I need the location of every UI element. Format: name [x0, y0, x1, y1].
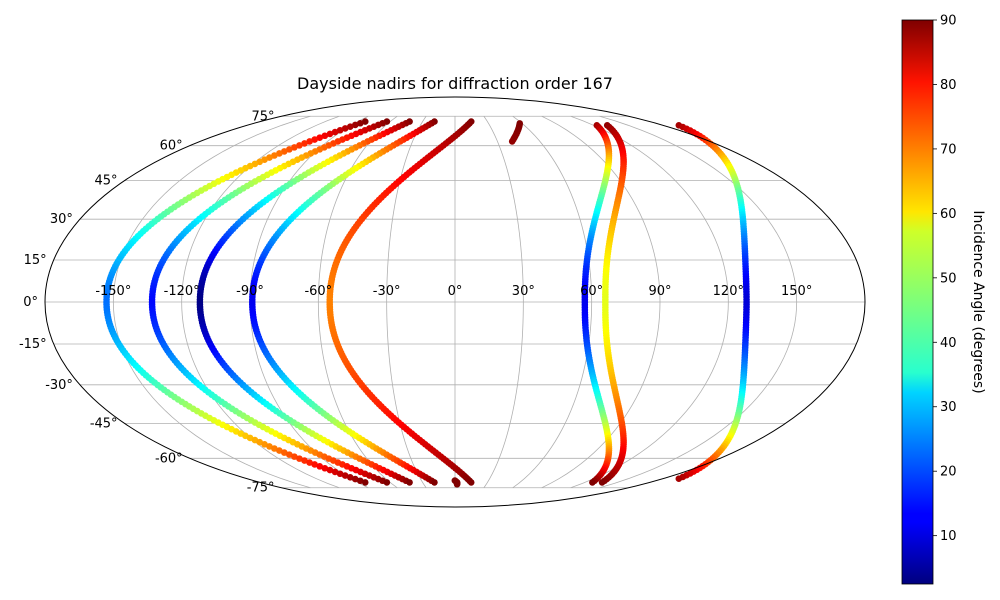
data-point [276, 447, 283, 454]
colorbar-tick-label: 40 [940, 336, 957, 351]
colorbar-label: Incidence Angle (degrees) [970, 210, 986, 393]
data-point [351, 121, 359, 129]
colorbar-tick-label: 10 [940, 529, 957, 544]
lon-tick-label: -30° [373, 284, 401, 299]
data-point [331, 468, 339, 476]
data-point [291, 453, 298, 460]
lat-tick-label: -75° [247, 481, 275, 496]
data-point [311, 136, 318, 143]
data-point [321, 132, 329, 140]
data-point [351, 475, 359, 483]
data-point [336, 126, 344, 134]
colorbar-tick-label: 60 [940, 207, 957, 222]
colorbar-tick-label: 90 [940, 14, 957, 29]
data-point [331, 128, 339, 136]
data-point [341, 125, 349, 132]
data-point [598, 479, 606, 486]
data-point [361, 479, 369, 486]
lon-tick-label: 60° [580, 284, 603, 299]
lon-tick-label: 90° [648, 284, 671, 299]
data-point [301, 457, 308, 464]
lat-tick-label: 30° [50, 212, 73, 227]
lat-tick-label: 15° [24, 253, 47, 268]
lat-tick-label: 60° [160, 139, 183, 154]
colorbar-ticks: 10 20 30 40 50 60 70 80 90 [933, 14, 957, 544]
data-point [311, 461, 318, 468]
grid-line-lon [570, 115, 729, 489]
grid-line-lon [112, 115, 311, 489]
data-point [281, 148, 288, 155]
data-point [316, 463, 324, 470]
data-point [306, 138, 313, 145]
data-point [341, 472, 349, 479]
data-point [467, 479, 475, 486]
data-point [346, 123, 354, 131]
data-point [326, 466, 334, 474]
lon-tick-label: 30° [512, 284, 535, 299]
data-point [356, 477, 364, 485]
lon-tick-label: -150° [95, 284, 131, 299]
colorbar-tick-label: 70 [940, 142, 957, 157]
data-point [301, 140, 308, 147]
data-point [286, 451, 293, 458]
data-point [291, 144, 298, 151]
colorbar-tick-label: 20 [940, 465, 957, 480]
scatter-points [103, 118, 750, 488]
grid-line-lon [599, 115, 798, 489]
data-point [281, 449, 288, 456]
colorbar-tick-label: 50 [940, 271, 957, 286]
data-point [346, 473, 354, 481]
data-point [431, 479, 438, 486]
colorbar-gradient [901, 19, 934, 585]
data-point [296, 455, 303, 462]
lat-tick-label: -30° [45, 378, 73, 393]
longitude-tick-labels: -150° -120° -90° -60° -30° 0° 30° 60° 90° 120° 150… [95, 284, 812, 299]
data-point [361, 118, 369, 125]
data-point [406, 479, 413, 486]
latitude-tick-labels: 75° 60° 45° 30° 15° 0° -15° -30° -45° -60° -75° [19, 109, 275, 495]
lat-tick-label: -15° [19, 337, 47, 352]
lon-tick-label: 150° [781, 284, 812, 299]
lat-tick-label: 75° [251, 109, 274, 124]
data-point [316, 134, 324, 141]
lon-tick-label: -90° [236, 284, 264, 299]
data-point [296, 142, 303, 149]
lat-tick-label: -60° [155, 451, 183, 466]
lon-tick-label: -120° [164, 284, 200, 299]
data-point [286, 146, 293, 153]
data-point [306, 459, 313, 466]
lon-tick-label: -60° [304, 284, 332, 299]
data-point [356, 119, 364, 127]
data-point [589, 479, 596, 486]
grid-line-lon [483, 116, 524, 488]
graticule [45, 115, 865, 489]
grid-line-lon [512, 115, 593, 489]
colorbar-tick-label: 30 [940, 400, 957, 415]
data-point [383, 479, 391, 486]
lat-tick-label: 0° [23, 295, 38, 310]
data-point [276, 150, 283, 157]
data-point [675, 475, 683, 482]
grid-line-lon [386, 116, 427, 488]
lon-tick-label: 120° [713, 284, 744, 299]
chart-title: Dayside nadirs for diffraction order 167 [297, 74, 613, 93]
data-point [453, 480, 461, 488]
colorbar-tick-label: 80 [940, 78, 957, 93]
data-point [326, 130, 334, 138]
map-boundary [44, 96, 866, 508]
lat-tick-label: -45° [90, 416, 118, 431]
data-point [321, 464, 329, 472]
data-point [336, 470, 344, 478]
lat-tick-label: 45° [95, 174, 118, 189]
data-point [271, 445, 278, 452]
colorbar: 10 20 30 40 50 60 70 80 90 Incidence Angle (degr… [901, 14, 986, 585]
data-point [516, 120, 524, 127]
lon-tick-label: 0° [448, 284, 463, 299]
